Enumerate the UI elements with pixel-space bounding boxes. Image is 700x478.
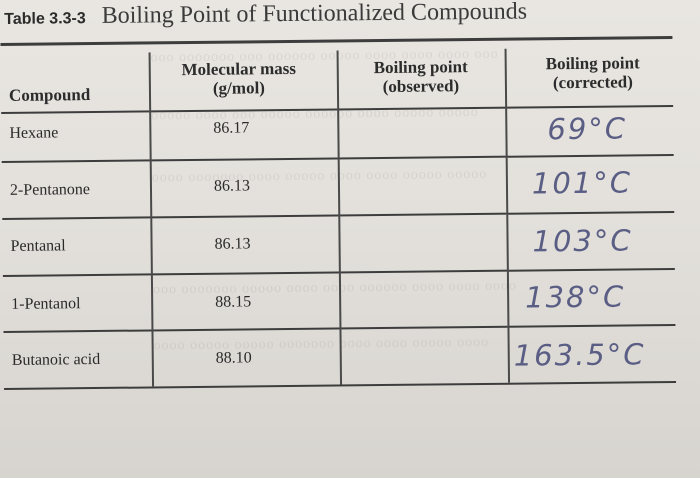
header-observed-line2: (observed) <box>382 76 460 96</box>
column-divider <box>336 50 342 385</box>
header-observed-line1: Boiling point <box>373 57 468 78</box>
handwritten-corrected-bp: 69°C <box>547 111 628 147</box>
table-label: Table 3.3-3 <box>4 10 86 28</box>
bleed-through-text: oooo ooooo ooooo ooooooo oooo oooo ooooo… <box>153 334 490 354</box>
handwritten-corrected-bp: 103°C <box>532 223 633 259</box>
table-caption: Table 3.3-3 Boiling Point of Functionali… <box>4 0 527 36</box>
header-corrected: Boiling point (corrected) <box>513 53 673 93</box>
header-observed: Boiling point (observed) <box>337 57 505 97</box>
molecular-mass: 88.15 <box>215 293 252 311</box>
header-mass-line1: Molecular mass <box>181 58 297 80</box>
molecular-mass: 86.13 <box>214 235 251 253</box>
molecular-mass: 86.17 <box>213 119 250 137</box>
handwritten-corrected-bp: 138°C <box>524 279 626 315</box>
header-mass-line2: (g/mol) <box>212 78 266 98</box>
handwritten-corrected-bp: 101°C <box>531 165 633 201</box>
bleed-through-text: oooo ooooooo oooo ooooo oooo oooo ooooo … <box>151 166 488 186</box>
header-corrected-line2: (corrected) <box>552 72 633 93</box>
compound-name: 1-Pentanol <box>11 295 81 313</box>
bleed-through-text: ooo ooooooo ooooo oooo oooo oooooo oooo … <box>152 278 518 298</box>
header-compound: Compound <box>8 85 91 105</box>
compound-name: Butanoic acid <box>11 350 101 369</box>
column-divider <box>148 52 154 387</box>
molecular-mass: 88.10 <box>215 349 252 367</box>
top-rule <box>0 35 673 46</box>
compound-name: Hexane <box>9 124 59 142</box>
compound-name: 2-Pentanone <box>9 181 91 199</box>
table-title: Boiling Point of Functionalized Compound… <box>101 0 528 29</box>
molecular-mass: 86.13 <box>213 177 251 195</box>
column-divider <box>504 48 510 383</box>
compound-name: Pentanal <box>10 237 66 255</box>
handwritten-corrected-bp: 163.5°C <box>513 337 646 373</box>
header-molecular-mass: Molecular mass (g/mol) <box>149 59 329 99</box>
header-corrected-line1: Boiling point <box>545 53 640 74</box>
